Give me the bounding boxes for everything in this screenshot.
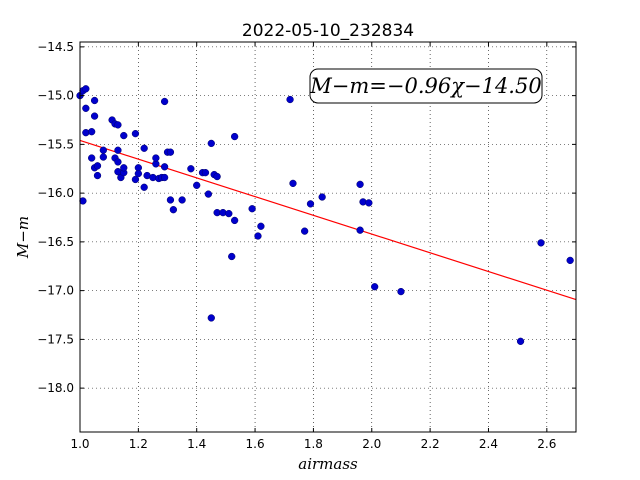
y-tick-label: −14.5	[37, 40, 74, 54]
data-point	[131, 130, 140, 138]
data-point	[140, 144, 148, 152]
data-point	[169, 206, 178, 214]
data-point	[207, 314, 215, 322]
x-tick-label: 2.4	[479, 437, 498, 451]
data-point	[371, 283, 379, 291]
data-point	[93, 162, 102, 170]
y-axis-label: M−m	[14, 216, 32, 259]
y-tick-label: −16.0	[37, 186, 74, 200]
data-point	[160, 97, 169, 106]
data-point	[213, 172, 221, 181]
data-point	[207, 139, 215, 148]
data-point	[114, 146, 122, 154]
x-axis-label: airmass	[298, 455, 358, 473]
x-tick-label: 1.6	[246, 437, 265, 451]
data-point	[90, 112, 99, 120]
data-point	[166, 148, 175, 156]
data-point	[365, 199, 373, 207]
y-tick-label: −15.0	[37, 89, 74, 103]
data-point	[356, 226, 364, 234]
grid	[79, 42, 576, 432]
x-tick-label: 2.0	[362, 437, 381, 451]
data-point	[397, 287, 405, 296]
data-point	[286, 95, 294, 104]
data-point	[356, 180, 364, 189]
annotation-box	[309, 68, 543, 104]
data-point	[257, 222, 265, 230]
x-tick-label: 1.2	[129, 437, 148, 451]
data-point	[225, 209, 233, 218]
data-point	[187, 165, 195, 173]
data-point	[301, 227, 309, 235]
data-point	[193, 181, 201, 189]
data-point	[537, 239, 545, 247]
x-tick-label: 2.2	[421, 437, 440, 451]
points-layer	[76, 85, 574, 345]
data-point	[88, 128, 96, 136]
data-point	[99, 146, 107, 154]
data-point	[516, 337, 525, 345]
x-tick-label: 2.6	[537, 437, 556, 451]
data-point	[82, 104, 90, 112]
data-point	[248, 205, 256, 213]
data-point	[134, 169, 143, 178]
data-point	[306, 200, 315, 208]
data-point	[120, 164, 128, 172]
y-tick-label: −17.5	[37, 332, 74, 346]
data-point	[114, 121, 122, 129]
data-point	[82, 85, 90, 93]
data-point	[99, 153, 107, 161]
data-point	[289, 179, 297, 188]
data-point	[88, 154, 96, 162]
data-point	[230, 216, 239, 225]
data-point	[160, 163, 169, 171]
x-tick-label: 1.8	[304, 437, 323, 451]
data-point	[79, 197, 87, 205]
ticks: 1.0 1.2 1.4 1.6 1.8 2.0 2.2 2.4 2.6 −14.5 −15.0 −15…	[37, 40, 576, 451]
data-point	[166, 196, 175, 204]
data-point	[140, 183, 148, 191]
data-point	[230, 132, 239, 141]
y-tick-label: −18.0	[37, 381, 74, 395]
fit-annotation: M−m=−0.96χ−14.50	[309, 74, 541, 98]
data-point	[566, 256, 574, 265]
data-point	[93, 171, 102, 180]
y-tick-label: −16.5	[37, 235, 74, 249]
y-tick-label: −17.0	[37, 284, 74, 298]
data-point	[131, 175, 140, 184]
data-point	[120, 131, 128, 140]
data-point	[254, 232, 262, 240]
plot-frame	[79, 41, 577, 433]
data-point	[201, 169, 210, 177]
data-point	[204, 190, 213, 198]
x-tick-label: 1.4	[187, 437, 206, 451]
data-point	[160, 173, 169, 182]
data-point	[318, 193, 326, 201]
data-point	[228, 252, 236, 261]
chart-title: 2022-05-10_232834	[242, 21, 414, 41]
data-point	[152, 154, 160, 162]
data-point	[178, 196, 186, 204]
y-tick-label: −15.5	[37, 137, 74, 151]
data-point	[90, 96, 99, 105]
data-point	[114, 158, 122, 166]
x-tick-label: 1.0	[70, 437, 89, 451]
